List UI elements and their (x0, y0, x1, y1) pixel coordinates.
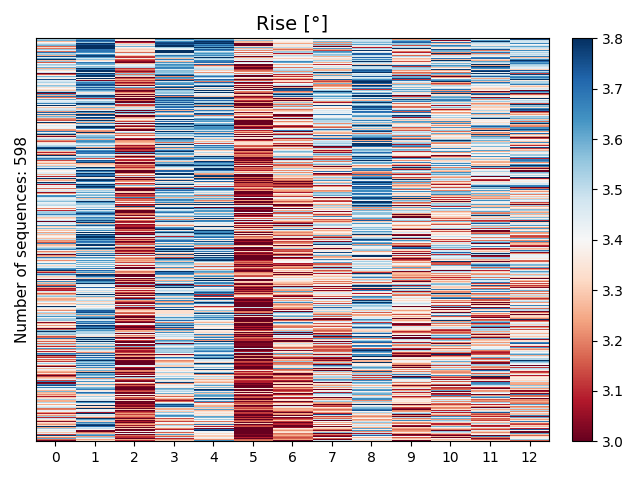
Title: Rise [°]: Rise [°] (257, 15, 328, 34)
Y-axis label: Number of sequences: 598: Number of sequences: 598 (15, 136, 30, 343)
